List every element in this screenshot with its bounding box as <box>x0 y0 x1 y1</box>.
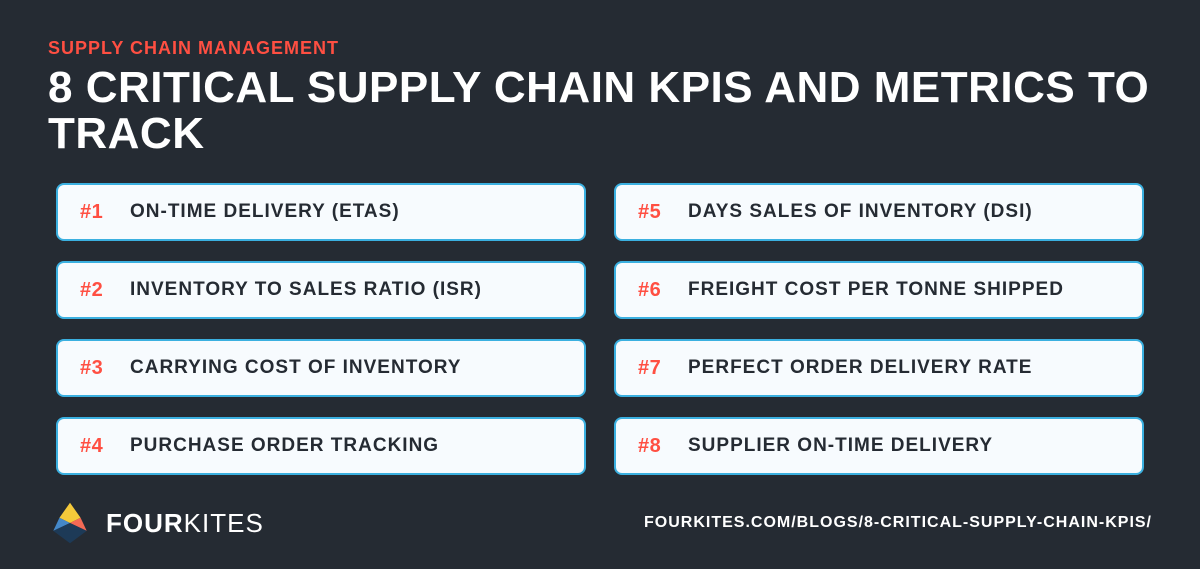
kpi-card-7: #7 PERFECT ORDER DELIVERY RATE <box>614 339 1144 397</box>
kpi-grid: #1 ON-TIME DELIVERY (ETAS) #5 DAYS SALES… <box>48 183 1152 475</box>
kpi-label: ON-TIME DELIVERY (ETAS) <box>130 201 400 223</box>
kpi-label: PERFECT ORDER DELIVERY RATE <box>688 357 1032 379</box>
kpi-rank: #5 <box>638 201 668 224</box>
kite-icon <box>48 501 92 545</box>
brand-logo: FOURKITES <box>48 501 264 545</box>
kpi-rank: #1 <box>80 201 110 224</box>
kpi-label: PURCHASE ORDER TRACKING <box>130 435 439 457</box>
kpi-rank: #4 <box>80 435 110 458</box>
kpi-card-5: #5 DAYS SALES OF INVENTORY (DSI) <box>614 183 1144 241</box>
kpi-card-1: #1 ON-TIME DELIVERY (ETAS) <box>56 183 586 241</box>
brand-name: FOURKITES <box>106 508 264 539</box>
kpi-card-6: #6 FREIGHT COST PER TONNE SHIPPED <box>614 261 1144 319</box>
kpi-rank: #3 <box>80 357 110 380</box>
footer: FOURKITES FOURKITES.COM/BLOGS/8-CRITICAL… <box>48 481 1152 545</box>
kpi-rank: #6 <box>638 279 668 302</box>
kpi-rank: #8 <box>638 435 668 458</box>
kpi-label: CARRYING COST OF INVENTORY <box>130 357 461 379</box>
kpi-label: DAYS SALES OF INVENTORY (DSI) <box>688 201 1033 223</box>
main-title: 8 CRITICAL SUPPLY CHAIN KPIS AND METRICS… <box>48 65 1152 157</box>
kpi-label: SUPPLIER ON-TIME DELIVERY <box>688 435 993 457</box>
kpi-card-4: #4 PURCHASE ORDER TRACKING <box>56 417 586 475</box>
kpi-card-8: #8 SUPPLIER ON-TIME DELIVERY <box>614 417 1144 475</box>
kpi-label: FREIGHT COST PER TONNE SHIPPED <box>688 279 1064 301</box>
kpi-rank: #2 <box>80 279 110 302</box>
kpi-label: INVENTORY TO SALES RATIO (ISR) <box>130 279 482 301</box>
kpi-card-2: #2 INVENTORY TO SALES RATIO (ISR) <box>56 261 586 319</box>
kpi-rank: #7 <box>638 357 668 380</box>
kpi-card-3: #3 CARRYING COST OF INVENTORY <box>56 339 586 397</box>
footer-url: FOURKITES.COM/BLOGS/8-CRITICAL-SUPPLY-CH… <box>644 514 1152 532</box>
infographic-container: SUPPLY CHAIN MANAGEMENT 8 CRITICAL SUPPL… <box>0 0 1200 569</box>
eyebrow-text: SUPPLY CHAIN MANAGEMENT <box>48 38 1152 59</box>
